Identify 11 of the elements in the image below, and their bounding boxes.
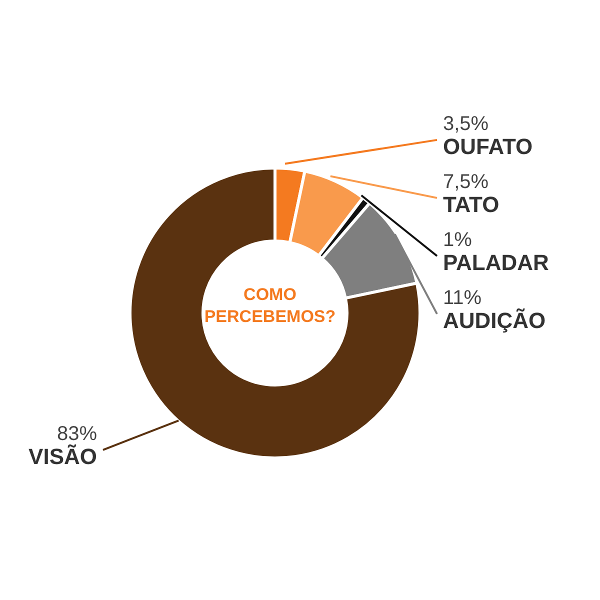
slice-label: OUFATO: [443, 134, 533, 159]
data-label: 3,5%: [443, 112, 489, 135]
data-label: 83%: [56, 422, 98, 445]
data-label: 1%: [443, 228, 472, 251]
data-label: 11%: [443, 286, 482, 309]
slice-label: TATO: [443, 192, 500, 217]
text: COMO PERCEBEMOS?: [204, 285, 336, 326]
slice-label: VISÃO: [28, 444, 97, 469]
slice-label: AUDIÇÃO: [443, 308, 546, 333]
slice-label: PALADAR: [443, 250, 550, 275]
data-label: 7,5%: [443, 170, 489, 193]
